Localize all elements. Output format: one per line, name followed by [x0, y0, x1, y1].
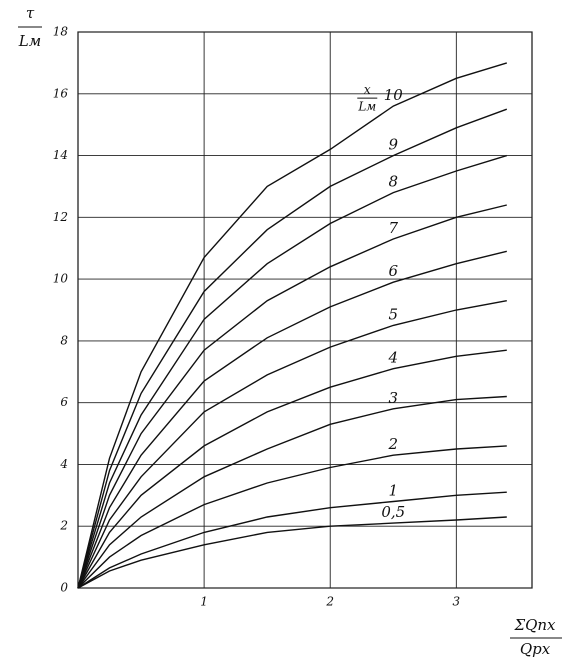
curve — [77, 349, 507, 589]
curve-label: 4 — [388, 349, 399, 367]
y-label-top: τ — [26, 4, 35, 22]
curve-label: 2 — [388, 435, 399, 453]
plot-frame — [77, 31, 533, 589]
y-tick-label: 12 — [53, 210, 68, 224]
y-tick-label: 16 — [53, 86, 69, 100]
curve — [77, 250, 507, 589]
curve-label: 8 — [389, 173, 399, 191]
curve — [77, 516, 507, 589]
curve — [77, 491, 507, 589]
curve — [77, 395, 507, 589]
y-tick-label: 2 — [59, 519, 68, 533]
curve-label: 1 — [389, 482, 399, 500]
curve-label: 3 — [389, 389, 399, 407]
x-tick-label: 1 — [200, 595, 208, 609]
y-tick-label: 18 — [53, 25, 69, 39]
y-tick-label: 4 — [59, 457, 68, 471]
curve — [77, 108, 508, 589]
curve — [77, 62, 508, 589]
curve — [77, 154, 508, 589]
curve-label: 10 — [384, 86, 404, 104]
curve-label: 0,5 — [381, 503, 405, 521]
y-label-bottom: Lм — [18, 32, 41, 50]
curve — [77, 300, 507, 589]
x-tick-label: 2 — [325, 595, 334, 609]
curve — [77, 204, 507, 589]
y-tick-label: 10 — [53, 272, 69, 286]
x-tick-label: 3 — [453, 595, 461, 609]
x-label-top: ΣQпх — [513, 616, 556, 634]
curve-label: 6 — [389, 262, 399, 280]
curve-label: 9 — [389, 136, 399, 154]
y-tick-label: 6 — [60, 395, 68, 409]
curve-param-bottom: Lм — [357, 100, 376, 114]
y-tick-label: 14 — [53, 148, 68, 162]
y-tick-label: 0 — [60, 581, 68, 595]
curve-label: 7 — [389, 219, 399, 237]
x-label-bottom: Qрх — [520, 640, 551, 658]
curve — [77, 445, 507, 589]
y-tick-label: 8 — [60, 333, 68, 347]
curve-param-top: x — [364, 83, 371, 97]
curve-label: 5 — [389, 305, 399, 323]
